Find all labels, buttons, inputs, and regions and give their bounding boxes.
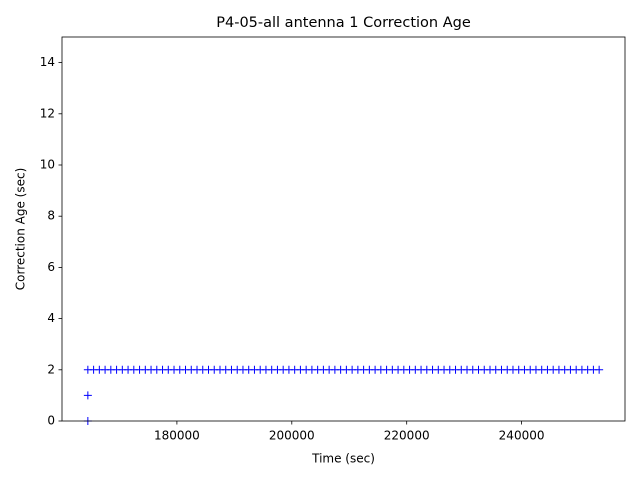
y-tick-label: 8	[47, 209, 55, 223]
point	[83, 391, 92, 400]
y-tick-label: 2	[47, 362, 55, 376]
chart-title: P4-05-all antenna 1 Correction Age	[216, 15, 471, 31]
x-tick-label: 220000	[384, 429, 430, 443]
y-tick-label: 12	[40, 106, 55, 120]
x-tick-label: 200000	[269, 429, 315, 443]
y-tick-label: 10	[40, 158, 55, 172]
plot-frame	[61, 36, 626, 422]
y-tick-label: 6	[47, 260, 55, 274]
point	[595, 365, 604, 374]
x-axis-label: Time (sec)	[311, 452, 375, 466]
y-tick-label: 0	[47, 414, 55, 428]
y-tick-label: 4	[47, 311, 55, 325]
y-tick-label: 14	[40, 55, 55, 69]
y-axis-label: Correction Age (sec)	[14, 168, 28, 291]
x-tick-label: 240000	[499, 429, 545, 443]
x-tick-label: 180000	[154, 429, 200, 443]
